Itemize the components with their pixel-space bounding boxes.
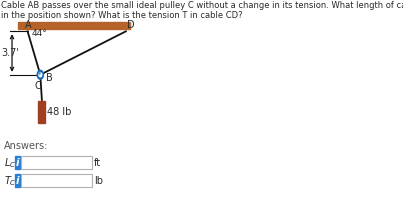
Text: C: C — [34, 81, 41, 91]
Text: $L_{CD}$ =: $L_{CD}$ = — [4, 156, 31, 169]
Text: i: i — [16, 176, 19, 186]
Text: 48 lb: 48 lb — [47, 107, 71, 117]
Text: Cable AB passes over the small ideal pulley C without a change in its tension. W: Cable AB passes over the small ideal pul… — [1, 1, 403, 10]
Text: B: B — [46, 73, 53, 83]
Text: D: D — [127, 20, 135, 30]
Text: in the position shown? What is the tension T in cable CD?: in the position shown? What is the tensi… — [1, 11, 243, 20]
Circle shape — [37, 70, 44, 79]
Bar — [21, 174, 91, 187]
Text: Answers:: Answers: — [4, 141, 48, 152]
Bar — [38, 101, 45, 123]
Text: i: i — [16, 158, 19, 168]
Circle shape — [39, 73, 42, 77]
Bar — [15, 156, 20, 169]
Circle shape — [39, 72, 40, 75]
Text: lb: lb — [94, 176, 103, 186]
Text: 3.7': 3.7' — [2, 48, 19, 58]
Text: A: A — [25, 20, 31, 30]
Text: ft: ft — [94, 158, 101, 168]
Bar — [21, 156, 91, 169]
Bar — [19, 22, 130, 29]
Text: 44°: 44° — [31, 29, 47, 38]
Text: $T_{CD}$ =: $T_{CD}$ = — [4, 174, 32, 188]
Bar — [15, 174, 20, 187]
